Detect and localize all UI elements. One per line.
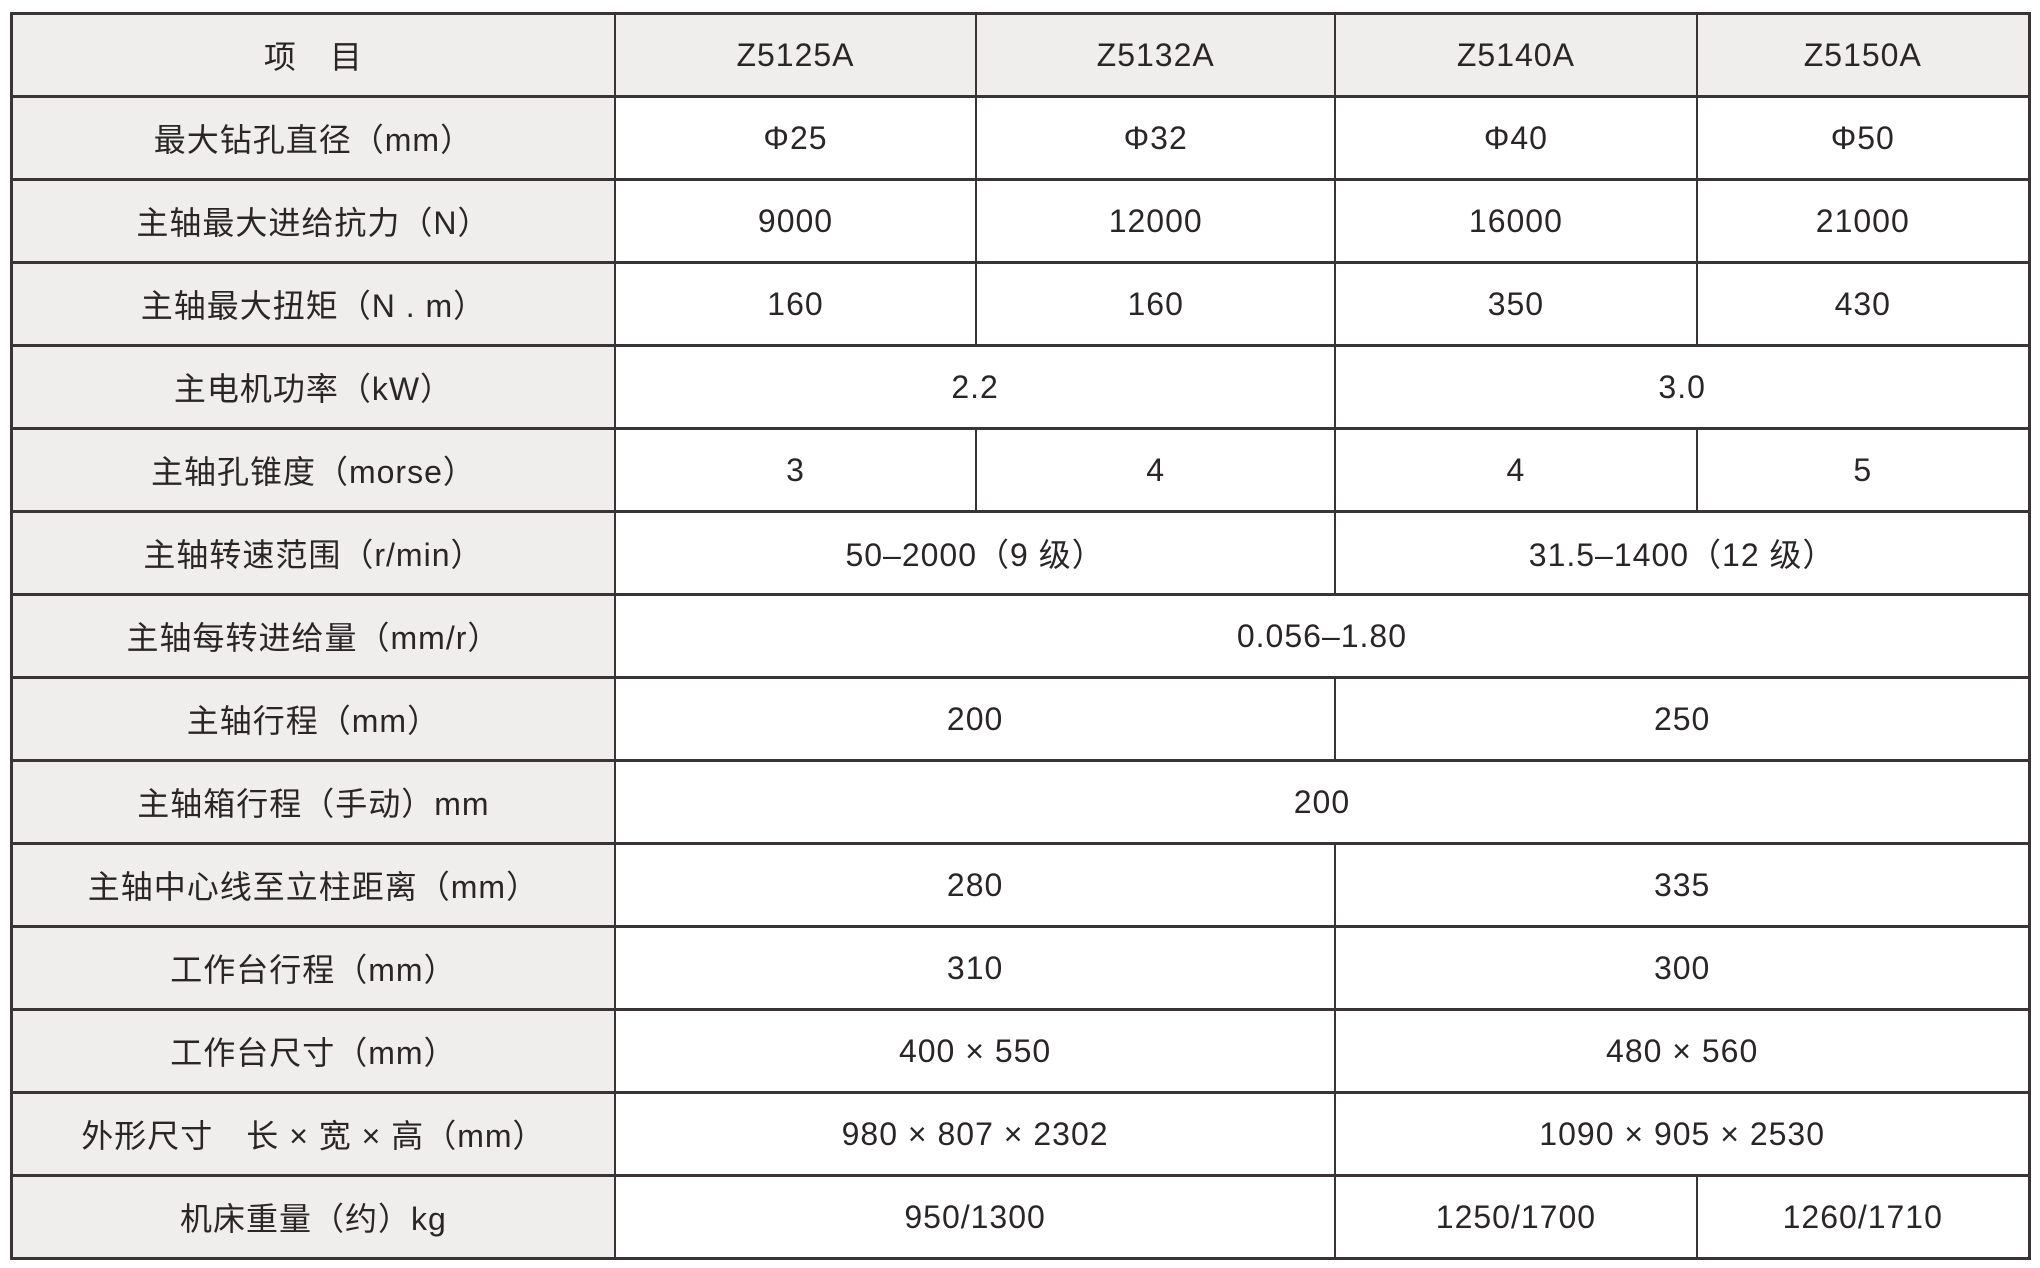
value-cell: 31.5–1400（12 级） (1334, 510, 2031, 596)
row-label: 外形尺寸 长 × 宽 × 高（mm） (10, 1091, 616, 1177)
table-row-max-feed-resistance: 主轴最大进给抗力（N） 9000 12000 16000 21000 (10, 178, 2031, 264)
value-cell: 250 (1334, 676, 2031, 762)
value-cell: Φ25 (613, 95, 978, 181)
value-cell: 280 (613, 842, 1337, 928)
row-label: 主轴行程（mm） (10, 676, 616, 762)
header-row: 项 目 Z5125A Z5132A Z5140A Z5150A (10, 12, 2031, 98)
row-label: 主电机功率（kW） (10, 344, 616, 430)
value-cell: 200 (613, 676, 1337, 762)
value-cell: 350 (1334, 261, 1698, 347)
value-cell: 4 (975, 427, 1337, 513)
value-cell: 335 (1334, 842, 2031, 928)
value-cell: 160 (613, 261, 978, 347)
value-cell: 3 (613, 427, 978, 513)
table-row-overall-dimensions: 外形尺寸 长 × 宽 × 高（mm） 980 × 807 × 2302 1090… (10, 1091, 2031, 1177)
row-label: 工作台尺寸（mm） (10, 1008, 616, 1094)
value-cell: 12000 (975, 178, 1337, 264)
value-cell: 400 × 550 (613, 1008, 1337, 1094)
value-cell: Φ40 (1334, 95, 1698, 181)
column-header-z5132a: Z5132A (975, 12, 1337, 98)
row-label: 主轴孔锥度（morse） (10, 427, 616, 513)
item-column-header: 项 目 (10, 12, 616, 98)
value-cell: 3.0 (1334, 344, 2031, 430)
value-cell: 980 × 807 × 2302 (613, 1091, 1337, 1177)
table-row-max-torque: 主轴最大扭矩（N . m） 160 160 350 430 (10, 261, 2031, 347)
row-label: 主轴最大扭矩（N . m） (10, 261, 616, 347)
value-cell: 480 × 560 (1334, 1008, 2031, 1094)
value-cell: Φ50 (1695, 95, 2031, 181)
value-cell: 1090 × 905 × 2530 (1334, 1091, 2031, 1177)
value-cell: 950/1300 (613, 1174, 1337, 1260)
value-cell: 2.2 (613, 344, 1337, 430)
value-cell: 9000 (613, 178, 978, 264)
table-row-spindle-travel: 主轴行程（mm） 200 250 (10, 676, 2031, 762)
table-row-max-drilling-diameter: 最大钻孔直径（mm） Φ25 Φ32 Φ40 Φ50 (10, 95, 2031, 181)
column-header-z5150a: Z5150A (1695, 12, 2031, 98)
value-cell: 160 (975, 261, 1337, 347)
table-row-worktable-size: 工作台尺寸（mm） 400 × 550 480 × 560 (10, 1008, 2031, 1094)
value-cell: 4 (1334, 427, 1698, 513)
table-row-spindle-taper: 主轴孔锥度（morse） 3 4 4 5 (10, 427, 2031, 513)
spec-table: 项 目 Z5125A Z5132A Z5140A Z5150A 最大钻孔直径（m… (10, 12, 2031, 1260)
value-cell: Φ32 (975, 95, 1337, 181)
value-cell: 300 (1334, 925, 2031, 1011)
value-cell: 5 (1695, 427, 2031, 513)
row-label: 机床重量（约）kg (10, 1174, 616, 1260)
value-cell: 430 (1695, 261, 2031, 347)
table-row-machine-weight: 机床重量（约）kg 950/1300 1250/1700 1260/1710 (10, 1174, 2031, 1260)
column-header-z5125a: Z5125A (613, 12, 978, 98)
table-row-spindle-speed-range: 主轴转速范围（r/min） 50–2000（9 级） 31.5–1400（12 … (10, 510, 2031, 596)
value-cell: 1250/1700 (1334, 1174, 1698, 1260)
row-label: 主轴最大进给抗力（N） (10, 178, 616, 264)
table-row-headstock-travel: 主轴箱行程（手动）mm 200 (10, 759, 2031, 845)
column-header-z5140a: Z5140A (1334, 12, 1698, 98)
value-cell: 50–2000（9 级） (613, 510, 1337, 596)
row-label: 主轴中心线至立柱距离（mm） (10, 842, 616, 928)
row-label: 最大钻孔直径（mm） (10, 95, 616, 181)
value-cell: 310 (613, 925, 1337, 1011)
table-row-worktable-travel: 工作台行程（mm） 310 300 (10, 925, 2031, 1011)
table-row-main-motor-power: 主电机功率（kW） 2.2 3.0 (10, 344, 2031, 430)
row-label: 主轴转速范围（r/min） (10, 510, 616, 596)
value-cell: 200 (613, 759, 2031, 845)
value-cell: 0.056–1.80 (613, 593, 2031, 679)
row-label: 主轴每转进给量（mm/r） (10, 593, 616, 679)
value-cell: 16000 (1334, 178, 1698, 264)
value-cell: 1260/1710 (1695, 1174, 2031, 1260)
row-label: 主轴箱行程（手动）mm (10, 759, 616, 845)
table-row-feed-per-revolution: 主轴每转进给量（mm/r） 0.056–1.80 (10, 593, 2031, 679)
table-row-spindle-to-column-distance: 主轴中心线至立柱距离（mm） 280 335 (10, 842, 2031, 928)
value-cell: 21000 (1695, 178, 2031, 264)
row-label: 工作台行程（mm） (10, 925, 616, 1011)
